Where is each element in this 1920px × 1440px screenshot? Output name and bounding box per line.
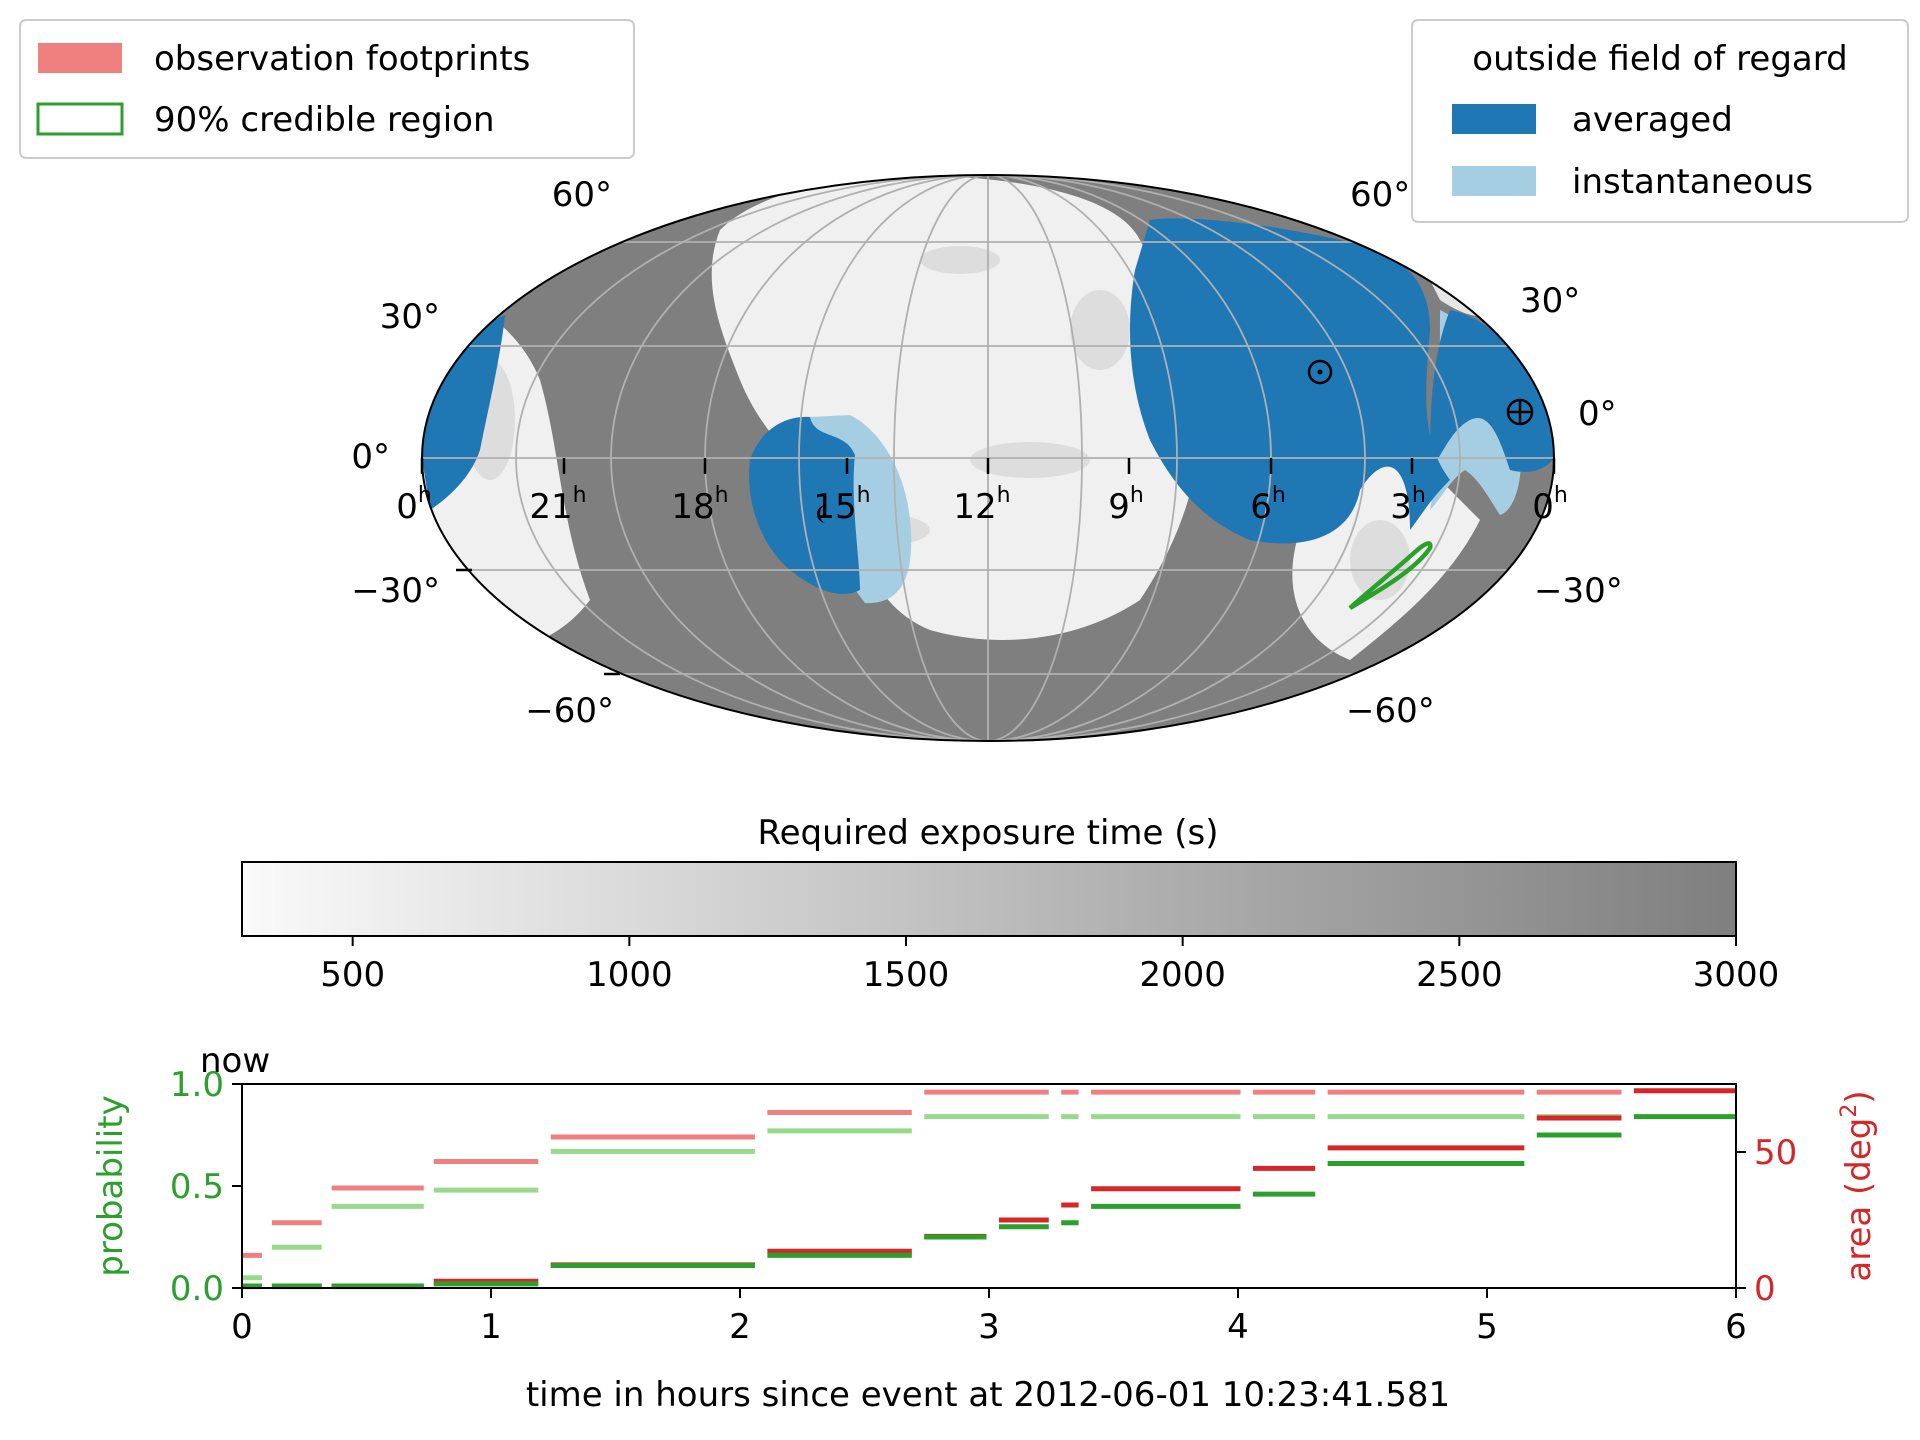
lat-label-right-m60: −60° <box>1346 691 1435 731</box>
x-tick-label: 2 <box>729 1307 751 1347</box>
legend-swatch-averaged <box>1452 104 1536 134</box>
ra-labels: 0h 21h 18h 15h 12h 9h 6h 3h 0h <box>396 483 1568 527</box>
colorbar-ticks: 500 1000 1500 2000 2500 3000 <box>320 936 1779 995</box>
ra-label-5: 9h <box>1108 483 1144 527</box>
colorbar-tick-label: 3000 <box>1693 955 1780 995</box>
y-left-tick-label: 0.0 <box>170 1269 224 1309</box>
moon-icon <box>817 505 826 523</box>
lat-label-left-60: 60° <box>552 175 612 215</box>
y-right-axis-ticks: 0 50 <box>1736 1133 1797 1309</box>
lat-label-left-m30: −30° <box>351 571 440 611</box>
averaged-region-left-edge <box>422 315 505 510</box>
plot-segments <box>242 1088 1736 1290</box>
lat-label-left-30: 30° <box>380 297 440 337</box>
x-tick-label: 3 <box>978 1307 1000 1347</box>
x-tick-label: 4 <box>1227 1307 1249 1347</box>
legend-swatch-credible <box>36 102 124 136</box>
ra-label-3: 15h <box>813 483 870 527</box>
legend-label-footprints: observation footprints <box>154 39 530 79</box>
ra-label-1: 21h <box>529 483 586 527</box>
colorbar-tick-label: 1000 <box>586 955 673 995</box>
colorbar: Required exposure time (s) 500 1000 1500 20… <box>241 813 1779 995</box>
lat-label-right-0: 0° <box>1578 394 1617 434</box>
legend-left: observation footprints 90% credible regi… <box>19 19 635 159</box>
ra-label-4: 12h <box>953 483 1010 527</box>
ra-label-0: 0h <box>396 483 432 527</box>
legend-right: outside field of regard averaged instant… <box>1411 19 1909 223</box>
timeline-plot: now 0 1 2 3 4 5 6 0.0 0.5 1.0 0 50 time in hours … <box>91 1041 1879 1415</box>
x-tick-label: 1 <box>480 1307 502 1347</box>
averaged-region-moon <box>749 416 860 594</box>
sun-icon <box>1307 359 1333 385</box>
y-right-tick-label: 50 <box>1754 1133 1797 1173</box>
x-axis-label: time in hours since event at 2012-06-01 … <box>526 1375 1450 1415</box>
now-label: now <box>200 1041 270 1081</box>
y-right-axis-label: area (deg2) <box>1837 1090 1879 1281</box>
credible-region-90 <box>1348 541 1433 610</box>
x-tick-label: 0 <box>231 1307 253 1347</box>
lat-tick-marks <box>456 568 620 676</box>
lat-label-left-m60: −60° <box>525 691 614 731</box>
colorbar-tick-label: 2500 <box>1416 955 1503 995</box>
legend-swatch-footprints <box>38 43 122 73</box>
colorbar-label: Required exposure time (s) <box>757 813 1218 853</box>
colorbar-gradient <box>241 861 1737 937</box>
lat-labels-right: 60° 30° 0° −30° −60° <box>1346 175 1623 731</box>
averaged-region-sun <box>1130 218 1450 544</box>
y-left-axis-ticks: 0.0 0.5 1.0 <box>170 1065 242 1309</box>
averaged-region-earth <box>1430 310 1554 472</box>
legend-right-title: outside field of regard <box>1472 39 1847 79</box>
lat-labels-left: 60° 30° 0° −30° −60° <box>351 175 614 731</box>
x-tick-label: 5 <box>1476 1307 1498 1347</box>
legend-label-instantaneous: instantaneous <box>1572 162 1813 202</box>
lat-label-left-0: 0° <box>351 437 390 477</box>
sky-map: 0h 21h 18h 15h 12h 9h 6h 3h 0h 60° 30° 0… <box>351 174 1623 742</box>
ra-label-7: 3h <box>1390 483 1426 527</box>
legend-label-credible: 90% credible region <box>154 100 495 140</box>
y-left-tick-label: 0.5 <box>170 1167 224 1207</box>
y-right-tick-label: 0 <box>1754 1269 1776 1309</box>
colorbar-tick-label: 2000 <box>1139 955 1226 995</box>
lat-label-right-60: 60° <box>1350 175 1410 215</box>
ra-label-6: 6h <box>1250 483 1286 527</box>
ra-label-2: 18h <box>671 483 728 527</box>
ra-tick-marks <box>420 458 1556 474</box>
lat-label-right-30: 30° <box>1520 281 1580 321</box>
legend-label-averaged: averaged <box>1572 100 1733 140</box>
colorbar-tick-label: 500 <box>320 955 385 995</box>
x-axis-ticks: 0 1 2 3 4 5 6 <box>231 1288 1747 1347</box>
x-tick-label: 6 <box>1725 1307 1747 1347</box>
ra-label-8: 0h <box>1532 483 1568 527</box>
lat-label-right-m30: −30° <box>1534 571 1623 611</box>
colorbar-tick-label: 1500 <box>863 955 950 995</box>
y-left-axis-label: probability <box>91 1095 131 1276</box>
y-left-tick-label: 1.0 <box>170 1065 224 1105</box>
legend-swatch-instantaneous <box>1452 166 1536 196</box>
